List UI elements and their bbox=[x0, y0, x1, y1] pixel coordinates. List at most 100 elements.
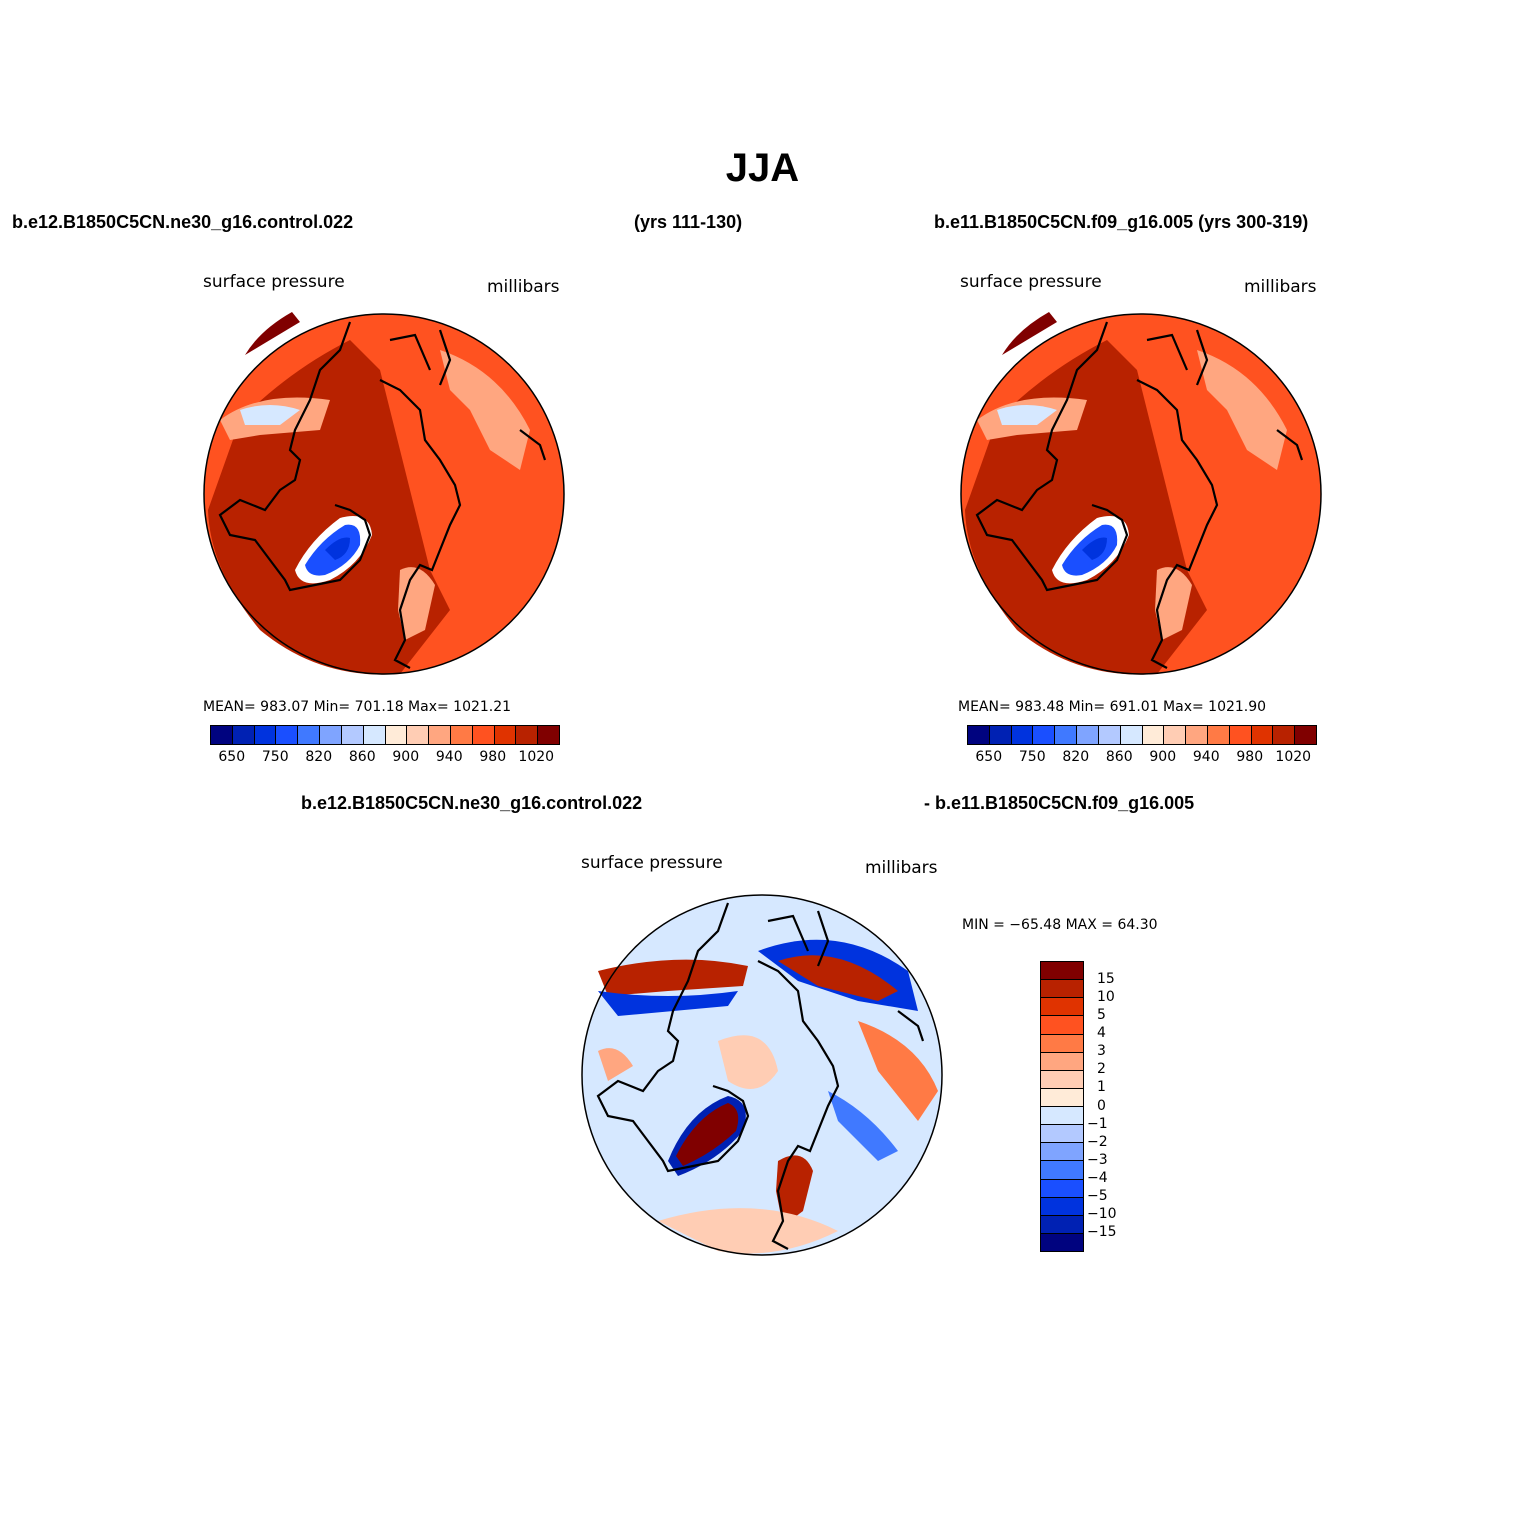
colorbar-box bbox=[1164, 726, 1187, 744]
panel2-units: millibars bbox=[1244, 277, 1317, 297]
colorbar-label: 900 bbox=[1149, 749, 1177, 765]
colorbar-label: 3 bbox=[1097, 1043, 1106, 1060]
anomaly-region bbox=[598, 991, 738, 1016]
colorbar-box bbox=[1041, 998, 1083, 1017]
anomaly-region bbox=[598, 959, 748, 996]
colorbar-box bbox=[1041, 1125, 1083, 1144]
colorbar-box bbox=[1207, 726, 1230, 744]
colorbar-box bbox=[341, 726, 364, 744]
colorbar-box bbox=[363, 726, 386, 744]
colorbar-box bbox=[1041, 1179, 1083, 1198]
land-region bbox=[240, 405, 300, 425]
panel3-colorbar bbox=[1040, 961, 1084, 1252]
greenland-core bbox=[325, 537, 350, 560]
panel1-units: millibars bbox=[487, 277, 560, 297]
colorbar-label: −15 bbox=[1087, 1223, 1117, 1240]
panel2-polar-map bbox=[960, 312, 1322, 675]
colorbar-label: −2 bbox=[1087, 1133, 1108, 1150]
colorbar-label: −10 bbox=[1087, 1205, 1117, 1222]
colorbar-label: 860 bbox=[348, 749, 376, 765]
colorbar-label: 860 bbox=[1105, 749, 1133, 765]
colorbar-label: −3 bbox=[1087, 1151, 1108, 1168]
colorbar-box bbox=[407, 726, 430, 744]
colorbar-box bbox=[1120, 726, 1143, 744]
figure-title: JJA bbox=[725, 146, 800, 190]
colorbar-box bbox=[276, 726, 299, 744]
colorbar-label: 900 bbox=[392, 749, 420, 765]
anomaly-region bbox=[776, 1155, 813, 1226]
colorbar-box bbox=[429, 726, 451, 744]
colorbar-label: 0 bbox=[1097, 1097, 1106, 1114]
colorbar-label: 4 bbox=[1097, 1025, 1106, 1042]
colorbar-label: 1020 bbox=[518, 749, 555, 765]
panel3-difference-map bbox=[581, 894, 943, 1256]
map-boundary bbox=[581, 894, 943, 1256]
colorbar-box bbox=[1041, 1197, 1083, 1216]
colorbar-box bbox=[232, 726, 255, 744]
colorbar-box bbox=[1041, 1233, 1083, 1251]
panel2-colorbar bbox=[967, 725, 1317, 745]
colorbar-label: −1 bbox=[1087, 1115, 1108, 1132]
anomaly-region bbox=[858, 1021, 938, 1121]
colorbar-label: 750 bbox=[1018, 749, 1046, 765]
colorbar-box bbox=[1273, 726, 1296, 744]
colorbar-box bbox=[538, 726, 559, 744]
colorbar-box bbox=[1033, 726, 1056, 744]
map-boundary bbox=[960, 313, 1322, 675]
colorbar-box bbox=[298, 726, 321, 744]
colorbar-box bbox=[1098, 726, 1121, 744]
greenland-core bbox=[1082, 537, 1107, 560]
colorbar-box bbox=[1041, 1161, 1083, 1180]
map-fills bbox=[204, 312, 564, 675]
colorbar-label: −5 bbox=[1087, 1187, 1108, 1204]
colorbar-box bbox=[1041, 1034, 1083, 1053]
colorbar-box bbox=[1041, 1215, 1083, 1234]
colorbar-label: 1020 bbox=[1275, 749, 1312, 765]
panel2-variable: surface pressure bbox=[960, 272, 1102, 292]
colorbar-box bbox=[1186, 726, 1208, 744]
colorbar-box bbox=[968, 726, 990, 744]
panel2-stats: MEAN= 983.48 Min= 691.01 Max= 1021.90 bbox=[958, 699, 1267, 715]
panel1-stats: MEAN= 983.07 Min= 701.18 Max= 1021.21 bbox=[203, 699, 512, 715]
anomaly-region bbox=[676, 1103, 739, 1166]
colorbar-box bbox=[1041, 962, 1083, 981]
panel2-case: b.e11.B1850C5CN.f09_g16.005 (yrs 300-319… bbox=[934, 212, 1309, 232]
colorbar-box bbox=[1041, 1070, 1083, 1089]
colorbar-label: 2 bbox=[1097, 1061, 1106, 1078]
anomaly-region bbox=[828, 1091, 898, 1161]
colorbar-box bbox=[516, 726, 539, 744]
panel1-colorbar bbox=[210, 725, 560, 745]
colorbar-label: 15 bbox=[1097, 971, 1115, 988]
panel1-polar-map bbox=[203, 312, 565, 675]
anomaly-region bbox=[658, 1208, 838, 1254]
colorbar-label: 650 bbox=[975, 749, 1003, 765]
colorbar-box bbox=[472, 726, 495, 744]
colorbar-label: 10 bbox=[1097, 989, 1115, 1006]
colorbar-box bbox=[1041, 1016, 1083, 1035]
colorbar-box bbox=[494, 726, 517, 744]
colorbar-label: 650 bbox=[218, 749, 246, 765]
colorbar-box bbox=[385, 726, 408, 744]
panel3-case-b: - b.e11.B1850C5CN.f09_g16.005 bbox=[924, 793, 1195, 813]
colorbar-label: 1 bbox=[1097, 1079, 1106, 1096]
colorbar-label: 940 bbox=[435, 749, 463, 765]
colorbar-box bbox=[1142, 726, 1165, 744]
colorbar-label: 940 bbox=[1192, 749, 1220, 765]
land-region bbox=[997, 405, 1057, 425]
colorbar-label: 820 bbox=[1062, 749, 1090, 765]
panel3-stats: MIN = −65.48 MAX = 64.30 bbox=[962, 917, 1158, 933]
colorbar-box bbox=[1041, 1052, 1083, 1071]
panel3-units: millibars bbox=[865, 858, 938, 878]
panel1-case: b.e12.B1850C5CN.ne30_g16.control.022 bbox=[12, 212, 354, 232]
coastlines bbox=[218, 321, 547, 669]
colorbar-box bbox=[1077, 726, 1099, 744]
colorbar-label: 5 bbox=[1097, 1007, 1106, 1024]
colorbar-box bbox=[1041, 1143, 1083, 1162]
panel3-variable: surface pressure bbox=[581, 853, 723, 873]
panel1-variable: surface pressure bbox=[203, 272, 345, 292]
colorbar-box bbox=[320, 726, 342, 744]
map-boundary bbox=[203, 313, 565, 675]
panel1-years: (yrs 111-130) bbox=[634, 212, 743, 232]
panel3-case-a: b.e12.B1850C5CN.ne30_g16.control.022 bbox=[301, 793, 643, 813]
colorbar-label: 820 bbox=[305, 749, 333, 765]
